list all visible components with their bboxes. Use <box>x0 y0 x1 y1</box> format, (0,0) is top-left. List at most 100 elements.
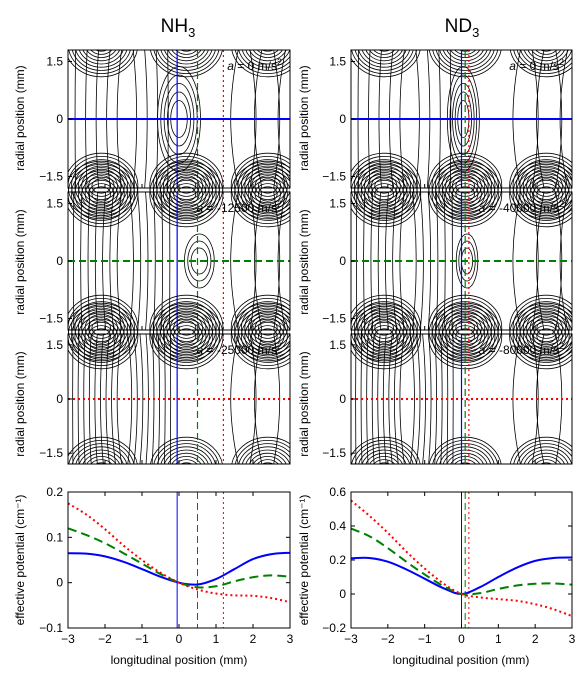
contour-arc <box>71 301 132 355</box>
contour-line <box>105 333 110 464</box>
contour-arc <box>251 179 285 208</box>
contour-arc <box>150 436 223 464</box>
contour-arc <box>529 313 563 342</box>
contour-arc <box>509 160 572 228</box>
contour-panel-nh3-3: −1.5 0 1.5 a = -25000 m/s2 <box>39 294 291 465</box>
contour-line <box>100 333 104 464</box>
contour-arc <box>156 159 217 213</box>
x-tick-label: 3 <box>287 632 294 646</box>
contour-arc <box>247 168 288 204</box>
contour-arc <box>374 320 394 336</box>
contour-arc <box>509 152 572 220</box>
contour-arc <box>353 301 415 355</box>
contour-arc <box>261 50 274 52</box>
x-tick-label: −3 <box>61 632 75 646</box>
contour-line <box>422 333 426 464</box>
contour-loop <box>187 240 212 282</box>
contour-arc <box>88 317 115 339</box>
annotation-symbol: a <box>197 201 204 215</box>
contour-arc <box>247 310 288 346</box>
contour-arc <box>180 50 193 52</box>
contour-arc <box>527 452 565 464</box>
contour-arc <box>516 301 572 355</box>
contour-arc <box>361 449 407 464</box>
contour-arc <box>249 50 287 62</box>
contour-arc <box>81 318 122 354</box>
contour-arc <box>519 304 572 352</box>
contour-line <box>512 191 521 331</box>
y-tick-label: 0 <box>56 254 63 268</box>
contour-arc <box>370 317 398 339</box>
contour-arc <box>150 50 223 78</box>
contour-arc <box>153 440 220 464</box>
contour-arc <box>231 436 290 464</box>
contour-arc <box>175 50 198 55</box>
y-tick-label: −0.1 <box>39 621 63 635</box>
annotation-exponent: 2 <box>277 57 282 67</box>
contour-arc <box>374 178 394 194</box>
contour-arc <box>241 162 290 210</box>
contour-arc <box>516 159 572 213</box>
contour-arc <box>68 50 138 78</box>
contour-arc <box>445 310 486 346</box>
contour-arc <box>434 159 496 213</box>
contour-arc <box>173 175 200 197</box>
y-tick-label: 1.5 <box>329 55 346 69</box>
contour-arc <box>91 178 112 194</box>
contour-arc <box>84 313 118 342</box>
contour-arc <box>234 50 290 74</box>
contour-arc <box>86 50 117 58</box>
contour-arc <box>354 443 414 464</box>
contour-arc <box>536 328 557 344</box>
contour-arc <box>234 156 290 216</box>
contour-arc <box>257 328 278 344</box>
y-tick-label: −1.5 <box>322 312 346 326</box>
contour-arc <box>152 305 220 366</box>
contour-line <box>129 191 134 331</box>
contour-arc <box>261 462 274 464</box>
contour-arc <box>95 50 108 52</box>
y-tick-label: 1.5 <box>46 338 63 352</box>
contour-arc <box>526 310 567 346</box>
contour-arc <box>448 171 482 200</box>
contour-line <box>133 333 138 464</box>
contour-arc <box>435 50 495 71</box>
contour-arc <box>77 165 125 207</box>
contour-arc <box>522 307 570 349</box>
contour-line <box>536 191 545 331</box>
series-solid <box>68 551 290 586</box>
acceleration-annotation: a = -40000 m/s2 <box>479 199 564 215</box>
contour-arc <box>512 164 572 224</box>
y-tick-label: 0 <box>56 576 63 590</box>
y-tick-label: 0 <box>56 112 63 126</box>
contour-arc <box>71 167 132 221</box>
contour-arc <box>439 446 492 464</box>
contour-line <box>163 333 166 464</box>
contour-arc <box>378 50 391 52</box>
contour-arc <box>167 452 206 464</box>
contour-arc <box>251 171 285 200</box>
contour-arc <box>159 170 214 218</box>
contour-arc <box>176 186 197 202</box>
acceleration-annotation: a = -12500 m/s2 <box>197 199 282 215</box>
contour-line <box>393 333 399 464</box>
contour-arc <box>254 175 281 197</box>
series-dotted <box>68 502 290 604</box>
contour-arc <box>160 446 213 464</box>
radial-ylabel-right-2: radial position (mm) <box>297 209 311 314</box>
contour-arc <box>252 50 283 58</box>
contour-arc <box>529 179 563 208</box>
contour-arc <box>95 462 108 464</box>
annotation-symbol: a <box>509 59 516 73</box>
contour-arc <box>531 50 562 58</box>
contour-arc <box>166 318 207 354</box>
contour-arc <box>351 152 422 220</box>
y-tick-label: 0 <box>339 254 346 268</box>
contour-arc <box>257 178 278 194</box>
contour-arc <box>159 304 214 352</box>
contour-arc <box>78 449 124 464</box>
contour-arc <box>241 50 290 68</box>
contour-arc <box>81 310 122 346</box>
contour-arc <box>516 443 572 464</box>
contour-arc <box>251 313 285 342</box>
